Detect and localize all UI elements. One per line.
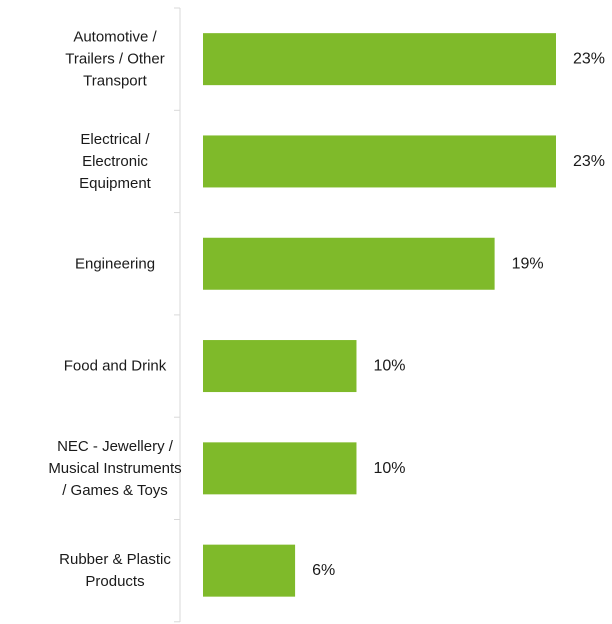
bars-group <box>203 33 556 597</box>
bar-value-label: 10% <box>373 358 405 375</box>
category-label-line: Equipment <box>79 175 152 192</box>
bar-value-label: 6% <box>312 562 335 579</box>
category-label: NEC - Jewellery / Musical Instruments / Ga… <box>48 438 181 499</box>
value-labels-group: 23% 23% 19% 10% 10% 6% <box>312 51 605 580</box>
bar-value-label: 19% <box>512 255 544 272</box>
bar <box>203 442 357 495</box>
bar <box>203 237 495 290</box>
category-label-line: Musical Instruments <box>48 460 181 477</box>
category-label-line: Automotive / <box>73 29 157 46</box>
category-label-line: / Games & Toys <box>62 482 168 499</box>
category-label: Automotive / Trailers / Other Transport <box>65 29 164 90</box>
bar-value-label: 10% <box>373 460 405 477</box>
category-label-line: Engineering <box>75 255 155 272</box>
category-label-line: Electronic <box>82 153 148 170</box>
category-labels-group: Automotive / Trailers / Other Transport Ele… <box>48 29 181 591</box>
category-label: Engineering <box>75 255 155 272</box>
axis-ticks <box>174 7 180 623</box>
category-label-line: Rubber & Plastic <box>59 551 171 568</box>
bar-value-label: 23% <box>573 153 605 170</box>
category-label-line: Products <box>85 573 144 590</box>
bar <box>203 33 556 86</box>
category-label-line: NEC - Jewellery / <box>57 438 174 455</box>
category-label-line: Electrical / <box>80 131 150 148</box>
category-label: Electrical / Electronic Equipment <box>79 131 152 192</box>
bar <box>203 544 296 597</box>
category-label-line: Trailers / Other <box>65 51 164 68</box>
category-label-line: Food and Drink <box>64 358 167 375</box>
category-label: Food and Drink <box>64 358 167 375</box>
bar-value-label: 23% <box>573 51 605 68</box>
bar <box>203 135 556 188</box>
category-label-line: Transport <box>83 73 147 90</box>
bar <box>203 340 357 393</box>
category-label: Rubber & Plastic Products <box>59 551 171 590</box>
